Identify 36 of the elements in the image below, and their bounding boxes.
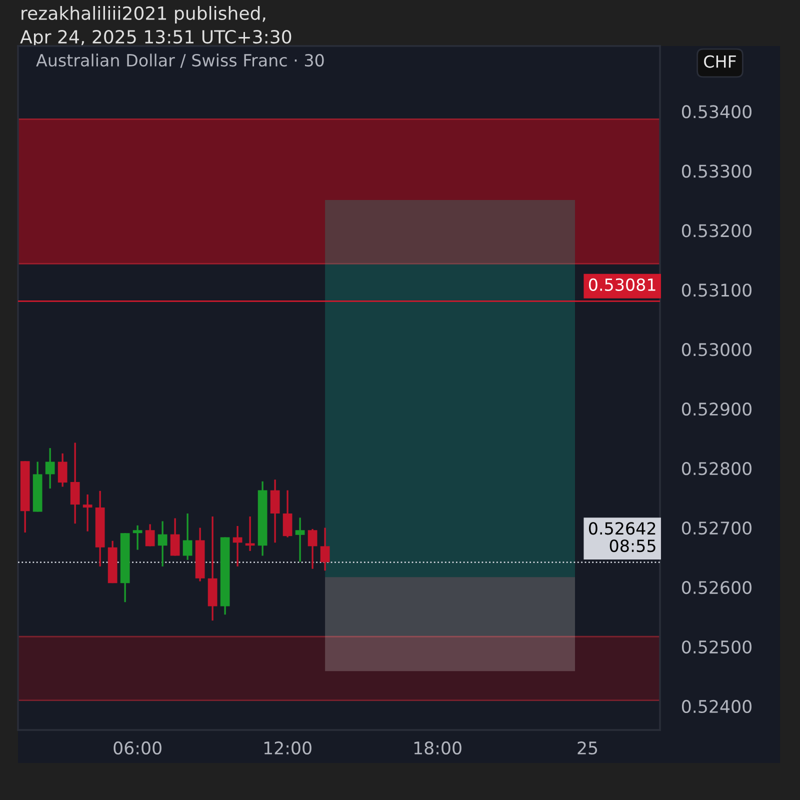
candlestick	[308, 528, 318, 570]
y-tick-label: 0.52900	[682, 402, 752, 416]
y-tick-label: 0.52600	[682, 580, 752, 594]
candlestick	[145, 523, 155, 548]
x-tick-label: 12:00	[264, 741, 312, 755]
y-tick-label: 0.52500	[682, 640, 752, 654]
chart-title: Australian Dollar / Swiss Franc · 30	[36, 54, 324, 68]
candlestick	[245, 516, 255, 552]
candlestick	[58, 452, 68, 488]
y-tick-label: 0.53200	[682, 224, 752, 238]
candlestick	[70, 442, 80, 524]
candlestick	[282, 489, 292, 538]
x-tick-label: 18:00	[414, 741, 462, 755]
y-tick-label: 0.52400	[682, 700, 752, 714]
text: CHF	[704, 55, 736, 68]
ref-line-label: 0.52642 08:55	[588, 522, 656, 552]
candlestick	[170, 517, 180, 557]
candlestick	[182, 512, 192, 561]
y-tick-label: 0.52800	[682, 462, 752, 476]
annotation: rezakhaliliii2021 published, Apr 24, 2025 13:51 UTC+3:30	[20, 6, 292, 48]
x-tick-label: 25	[578, 741, 598, 755]
candlestick	[232, 525, 242, 568]
candlestick	[270, 478, 280, 544]
y-tick-label: 0.52700	[682, 521, 752, 535]
x-tick-label: 06:00	[114, 741, 162, 755]
y-tick-label: 0.53000	[682, 343, 752, 356]
y-tick-label: 0.53100	[682, 284, 752, 297]
y-tick-label: 0.53300	[682, 164, 752, 178]
candlestick	[158, 520, 168, 568]
ref-line-label: 0.53081	[588, 278, 656, 291]
candlestick	[320, 526, 330, 572]
y-tick-label: 0.53400	[682, 105, 752, 118]
candlestick	[295, 516, 305, 563]
candlestick	[82, 494, 92, 532]
candlestick	[132, 524, 142, 551]
candlestick	[45, 447, 55, 490]
